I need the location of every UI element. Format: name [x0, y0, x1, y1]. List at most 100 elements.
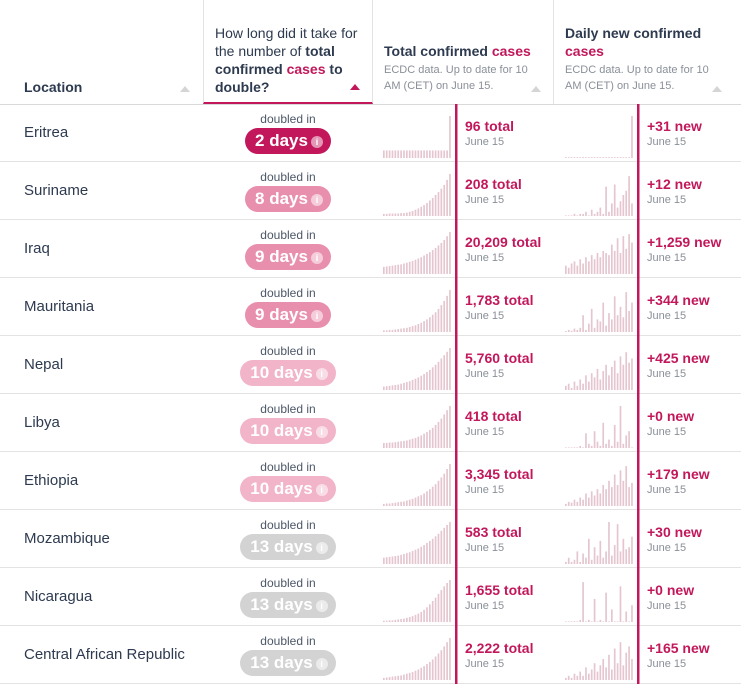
- doubling-cell: doubled in 10 days i: [203, 336, 373, 394]
- spark-bar: [406, 262, 408, 274]
- new-cases-value: +30 new: [647, 524, 702, 540]
- sort-arrow-icon[interactable]: [531, 86, 541, 92]
- table-row[interactable]: Nepal doubled in 10 days i 5,760 total June 1…: [0, 336, 741, 394]
- spark-bar: [408, 672, 411, 680]
- new-cases-value: +12 new: [647, 176, 702, 192]
- table-row[interactable]: Suriname doubled in 8 days i 208 total June 1…: [0, 162, 741, 220]
- info-icon[interactable]: i: [315, 426, 328, 438]
- info-icon[interactable]: i: [315, 600, 328, 612]
- info-icon[interactable]: i: [315, 484, 328, 496]
- spark-bar: [429, 661, 431, 680]
- sort-arrow-active-icon[interactable]: [350, 84, 360, 90]
- info-icon[interactable]: i: [315, 658, 328, 670]
- doubling-header-label: How long did it take for the number of t…: [215, 24, 365, 96]
- location-name[interactable]: Mozambique: [24, 530, 110, 547]
- location-name[interactable]: Nicaragua: [24, 588, 93, 605]
- column-header-location[interactable]: Location: [0, 0, 203, 104]
- total-header-pink: cases: [491, 43, 531, 59]
- spark-bar: [605, 551, 607, 564]
- total-cases-sparkline: [383, 394, 458, 452]
- new-cases-sparkline: [565, 162, 640, 220]
- spark-bar: [391, 556, 394, 564]
- spark-bar: [423, 433, 425, 448]
- table-row[interactable]: Libya doubled in 10 days i 418 total June 15 +…: [0, 394, 741, 452]
- spark-bar: [565, 265, 567, 274]
- spark-bar: [437, 308, 440, 332]
- new-cases-date: June 15: [647, 194, 687, 206]
- spark-bar: [400, 441, 402, 448]
- current-date-marker: [637, 162, 640, 220]
- spark-bar: [414, 497, 417, 506]
- column-header-new[interactable]: Daily new confirmed cases ECDC data. Up …: [554, 0, 741, 104]
- table-row[interactable]: Eritrea doubled in 2 days i 96 total June 15 +…: [0, 104, 741, 162]
- spark-bar: [613, 424, 616, 448]
- spark-bar: [611, 445, 613, 448]
- table-row[interactable]: Mauritania doubled in 9 days i 1,783 total Ju…: [0, 278, 741, 336]
- spark-bar: [608, 480, 610, 506]
- location-name[interactable]: Ethiopia: [24, 472, 79, 489]
- table-row[interactable]: Ethiopia doubled in 10 days i 3,345 total Jun…: [0, 452, 741, 510]
- info-icon[interactable]: i: [310, 310, 323, 322]
- spark-bar: [446, 582, 448, 622]
- spark-bar: [383, 386, 385, 390]
- spark-bar: [611, 157, 613, 158]
- info-icon[interactable]: i: [310, 136, 323, 148]
- table-row[interactable]: Central African Republic doubled in 13 day…: [0, 626, 741, 684]
- spark-bar: [417, 324, 420, 332]
- spark-bar: [602, 250, 605, 274]
- spark-bar: [388, 385, 391, 390]
- info-icon[interactable]: i: [315, 368, 328, 380]
- spark-bar: [631, 302, 633, 332]
- location-name[interactable]: Central African Republic: [24, 646, 185, 663]
- spark-bar: [585, 257, 587, 274]
- table-row[interactable]: Iraq doubled in 9 days i 20,209 total June 15…: [0, 220, 741, 278]
- spark-bar: [434, 364, 437, 390]
- column-header-doubling[interactable]: How long did it take for the number of t…: [203, 0, 373, 104]
- table-row[interactable]: Mozambique doubled in 13 days i 583 total Jun…: [0, 510, 741, 568]
- spark-bar: [579, 213, 582, 216]
- spark-bar: [605, 667, 607, 680]
- spark-bar: [383, 620, 385, 622]
- spark-bar: [579, 619, 582, 622]
- doubled-in-caption: doubled in: [260, 286, 316, 300]
- location-name[interactable]: Eritrea: [24, 124, 69, 141]
- spark-bar: [420, 257, 423, 274]
- spark-bar: [616, 524, 619, 564]
- spark-bar: [576, 675, 579, 680]
- doubled-in-caption: doubled in: [260, 170, 316, 184]
- location-name[interactable]: Mauritania: [24, 298, 95, 315]
- spark-bar: [449, 580, 451, 622]
- info-icon[interactable]: i: [310, 194, 323, 206]
- spark-bar: [434, 597, 437, 622]
- doubling-time-value: 9 days: [255, 247, 308, 266]
- spark-bar: [588, 443, 590, 448]
- sort-arrow-icon[interactable]: [712, 86, 722, 92]
- table-row[interactable]: Nicaragua doubled in 13 days i 1,655 total Ju…: [0, 568, 741, 626]
- spark-bar: [613, 296, 616, 332]
- spark-bar: [408, 616, 411, 622]
- spark-bar: [565, 561, 567, 564]
- spark-bar: [403, 213, 405, 216]
- column-header-total[interactable]: Total confirmed cases ECDC data. Up to d…: [373, 0, 554, 104]
- location-name[interactable]: Iraq: [24, 240, 50, 257]
- spark-bar: [628, 621, 630, 622]
- spark-bar: [622, 236, 625, 274]
- current-date-marker: [455, 278, 458, 336]
- spark-bar: [426, 543, 428, 564]
- sort-arrow-icon[interactable]: [180, 86, 190, 92]
- spark-bar: [406, 212, 408, 216]
- spark-bar: [573, 621, 576, 622]
- total-cases-sparkline: [383, 626, 458, 684]
- location-name[interactable]: Suriname: [24, 182, 89, 199]
- info-icon[interactable]: i: [315, 542, 328, 554]
- spark-bar: [394, 442, 397, 448]
- spark-bar: [596, 555, 599, 564]
- doubling-time-value: 8 days: [255, 189, 308, 208]
- location-name[interactable]: Nepal: [24, 356, 64, 373]
- spark-bar: [411, 550, 414, 564]
- info-icon[interactable]: i: [310, 252, 323, 264]
- new-cases-sparkline: [565, 452, 640, 510]
- spark-bar: [619, 642, 622, 680]
- location-name[interactable]: Libya: [24, 414, 60, 431]
- spark-bar: [397, 619, 400, 622]
